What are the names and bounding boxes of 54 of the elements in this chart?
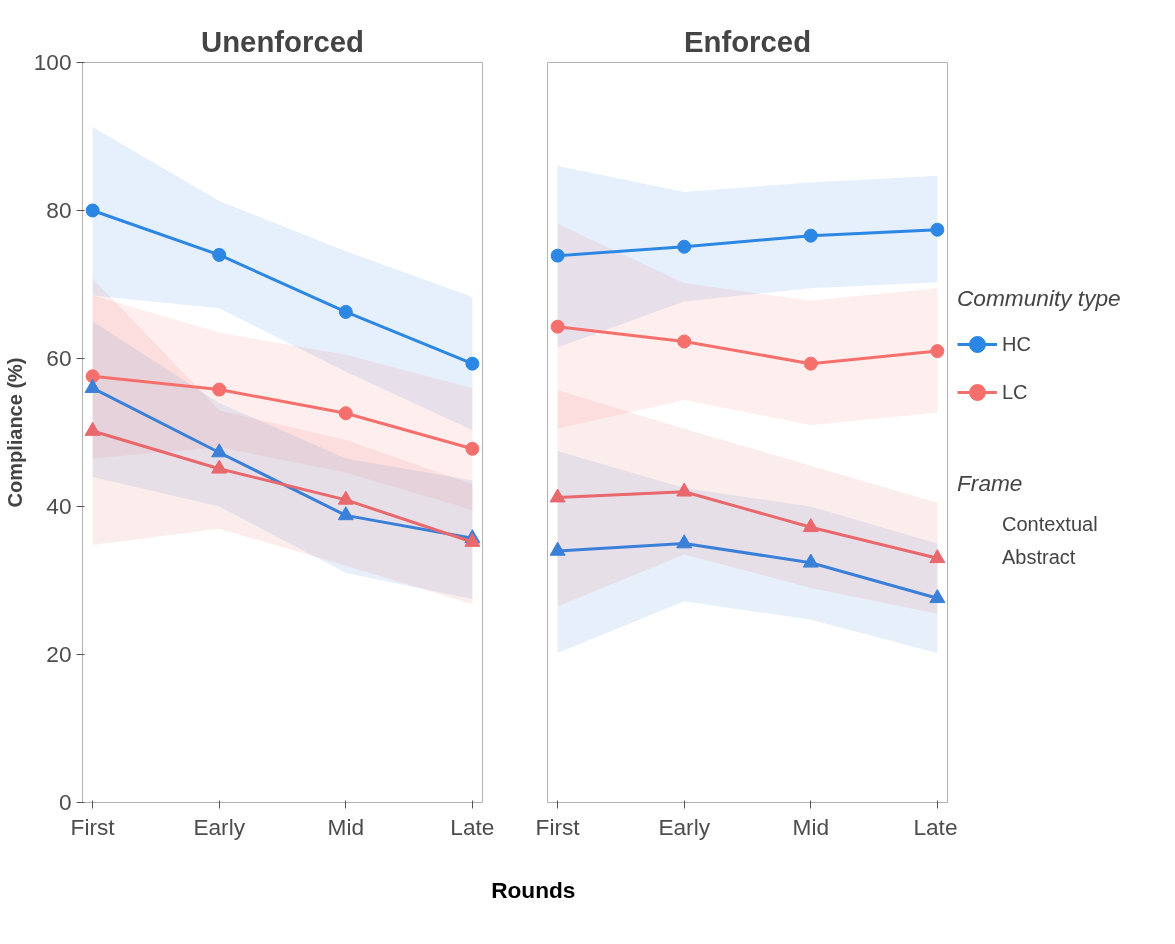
point xyxy=(211,443,228,458)
x-tick-label: Late xyxy=(913,813,958,840)
point xyxy=(929,549,946,564)
legend-title: Community type xyxy=(957,285,1121,312)
point xyxy=(338,406,353,421)
point xyxy=(465,356,480,371)
point xyxy=(84,378,101,393)
point xyxy=(803,228,818,243)
legend-label: LC xyxy=(1002,379,1028,405)
chart-title: Enforced xyxy=(683,24,812,58)
chart-title: Unenforced xyxy=(201,24,364,58)
text: Abstract xyxy=(1002,544,1076,570)
point xyxy=(465,441,480,456)
x-tick-label: Mid xyxy=(327,813,365,840)
point xyxy=(677,239,692,254)
text: Contextual xyxy=(1002,511,1098,537)
y-tick-label: 20 xyxy=(46,641,72,667)
point xyxy=(802,553,819,568)
y-tick-label: 60 xyxy=(46,345,72,371)
point xyxy=(84,421,101,436)
point xyxy=(338,304,353,319)
point xyxy=(803,356,818,371)
point xyxy=(85,203,100,218)
x-tick-label: First xyxy=(535,813,581,840)
point xyxy=(549,541,566,556)
point xyxy=(802,518,819,533)
point xyxy=(676,534,693,549)
x-tick-label: Early xyxy=(193,813,246,840)
point xyxy=(930,222,945,237)
point xyxy=(337,506,354,521)
point xyxy=(930,344,945,359)
point xyxy=(212,247,227,262)
legend-label: HC xyxy=(1002,331,1031,357)
point xyxy=(676,482,693,497)
x-tick-label: Early xyxy=(658,813,711,840)
x-axis-title: Rounds xyxy=(491,876,576,903)
point xyxy=(211,459,228,474)
point xyxy=(550,319,565,334)
y-axis-title: Compliance (%) xyxy=(3,357,26,508)
point xyxy=(550,248,565,263)
point xyxy=(929,589,946,604)
point xyxy=(549,488,566,503)
y-tick-label: 40 xyxy=(46,493,72,519)
point xyxy=(212,382,227,397)
y-tick-label: 80 xyxy=(46,197,72,223)
point xyxy=(337,490,354,505)
point xyxy=(85,369,100,384)
x-tick-label: Late xyxy=(450,813,495,840)
y-tick-label: 0 xyxy=(58,789,72,815)
x-tick-label: First xyxy=(70,813,116,840)
x-tick-label: Mid xyxy=(792,813,830,840)
point xyxy=(677,334,692,349)
y-tick-label: 100 xyxy=(33,49,72,75)
text: Frame xyxy=(957,470,1024,497)
